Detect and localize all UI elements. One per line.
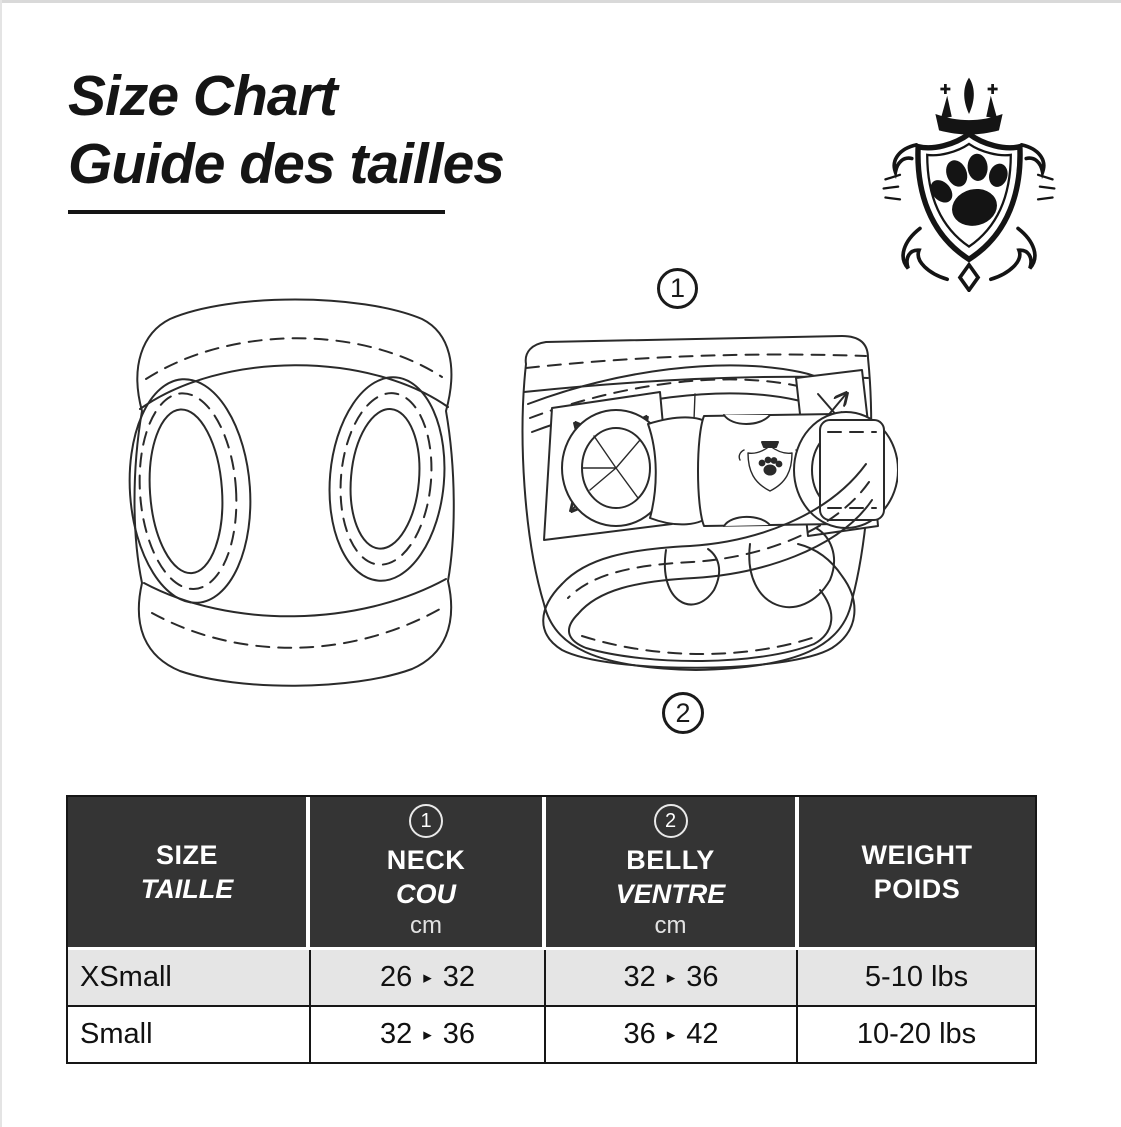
page-title: Size Chart Guide des tailles — [68, 62, 505, 214]
page-top-edge — [0, 0, 1121, 3]
belly-range-cell: 36 ▸ 42 — [544, 1007, 796, 1062]
title-underline — [68, 210, 445, 214]
size-cell: Small — [80, 1018, 153, 1050]
belly-min: 32 — [623, 961, 656, 993]
neck-min: 32 — [379, 1018, 413, 1050]
diagram-marker-2: 2 — [662, 692, 704, 734]
paw-crest-logo — [882, 77, 1056, 292]
crest-flourishes — [882, 143, 1056, 292]
belly-min: 36 — [623, 1018, 656, 1050]
page-title-fr: Guide des tailles — [68, 132, 505, 196]
front-view-harness-drawing — [128, 298, 455, 687]
neck-range-cell: 26 ▸ 32 — [309, 950, 544, 1005]
weight-cell: 5-10 lbs — [796, 950, 1035, 1005]
header-size-en: SIZE — [155, 840, 218, 870]
range-separator-icon: ▸ — [666, 968, 676, 987]
neck-min: 26 — [379, 961, 413, 993]
header-belly-marker: 2 — [653, 804, 688, 838]
neck-range-cell: 32 ▸ 36 — [309, 1007, 544, 1062]
weight-cell: 10-20 lbs — [796, 1007, 1035, 1062]
page-left-edge — [0, 0, 2, 1127]
header-neck-fr: COU — [396, 879, 457, 909]
table-row-xsmall: XSmall 26 ▸ 32 32 ▸ 36 5-10 lbs — [68, 950, 1035, 1005]
belly-range-cell: 32 ▸ 36 — [544, 950, 796, 1005]
header-neck-unit: cm — [410, 912, 443, 939]
header-belly-unit: cm — [654, 912, 687, 939]
paw-icon — [930, 153, 1008, 226]
header-size: SIZE TAILLE — [68, 797, 306, 947]
size-cell: XSmall — [80, 961, 172, 993]
back-view-harness-drawing — [521, 335, 898, 671]
range-separator-icon: ▸ — [666, 1025, 676, 1044]
header-neck: 1 NECK COU cm — [310, 797, 543, 947]
header-size-fr: TAILLE — [140, 874, 234, 904]
header-belly-fr: VENTRE — [615, 879, 726, 909]
buckle-crest-icon — [738, 441, 802, 492]
diagram-marker-1: 1 — [657, 268, 698, 309]
header-weight: WEIGHT POIDS — [798, 797, 1035, 947]
range-separator-icon: ▸ — [423, 1025, 432, 1044]
crown-icon — [935, 77, 1003, 135]
header-neck-marker: 1 — [409, 804, 444, 838]
header-belly-en: BELLY — [626, 845, 715, 875]
range-separator-icon: ▸ — [423, 968, 432, 987]
belly-max: 42 — [686, 1018, 719, 1050]
header-belly: 2 BELLY VENTRE cm — [546, 797, 795, 947]
header-weight-en: WEIGHT — [861, 840, 973, 870]
neck-max: 36 — [442, 1018, 476, 1050]
page-title-en: Size Chart — [68, 64, 338, 128]
shield-icon — [915, 130, 1023, 263]
size-table-header: SIZE TAILLE 1 NECK COU cm 2 BELLY VENTRE… — [68, 797, 1035, 947]
header-weight-fr: POIDS — [873, 874, 961, 904]
header-neck-en: NECK — [386, 845, 466, 875]
table-row-small: Small 32 ▸ 36 36 ▸ 42 10-20 lbs — [68, 1005, 1035, 1062]
size-table: SIZE TAILLE 1 NECK COU cm 2 BELLY VENTRE… — [66, 795, 1037, 1064]
belly-max: 36 — [686, 961, 719, 993]
neck-max: 32 — [442, 961, 476, 993]
